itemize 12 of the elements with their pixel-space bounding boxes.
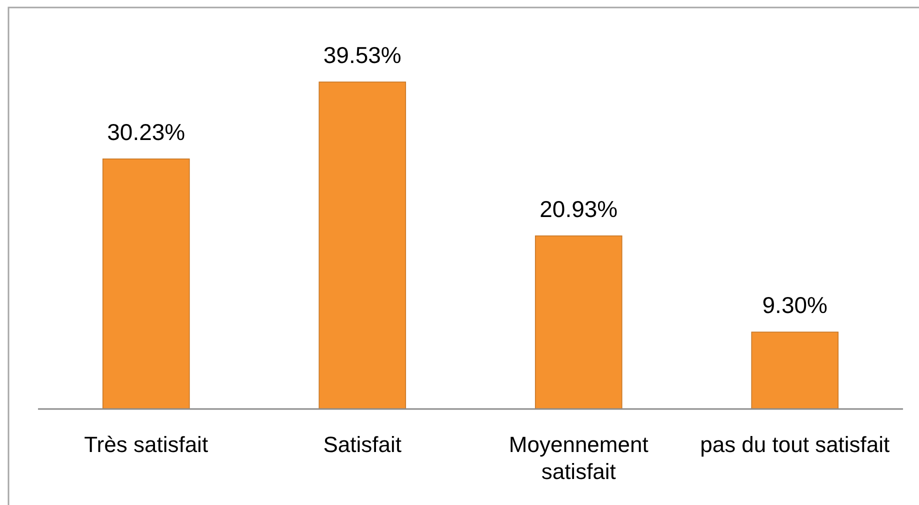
data-label: 39.53% bbox=[323, 42, 402, 68]
x-tick-label: Très satisfait bbox=[84, 432, 208, 457]
x-tick-label: Moyennement satisfait bbox=[508, 432, 648, 484]
data-label: 20.93% bbox=[540, 196, 618, 222]
x-tick-label: Satisfait bbox=[323, 432, 402, 457]
x-tick-label: pas du tout satisfait bbox=[700, 432, 890, 457]
bar bbox=[534, 235, 622, 410]
bar bbox=[318, 82, 406, 410]
bar bbox=[751, 332, 839, 410]
data-label: 30.23% bbox=[107, 118, 186, 145]
bar bbox=[102, 158, 190, 410]
data-label: 9.30% bbox=[762, 292, 828, 318]
